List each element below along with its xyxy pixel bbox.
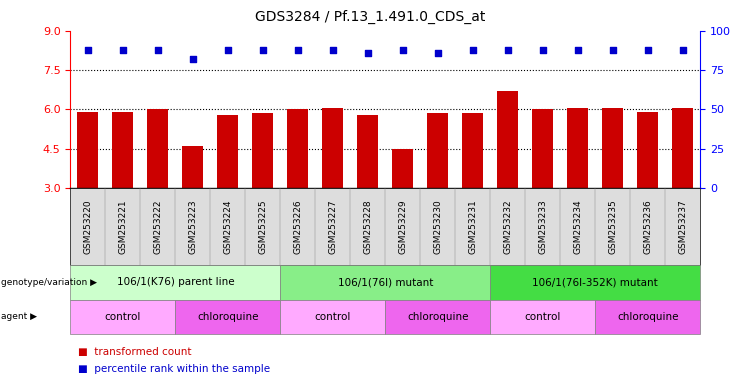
- Point: [467, 46, 479, 53]
- Point: [222, 46, 234, 53]
- Text: chloroquine: chloroquine: [197, 312, 259, 322]
- Bar: [217, 115, 239, 188]
- Text: GSM253228: GSM253228: [363, 199, 372, 254]
- Point: [292, 46, 304, 53]
- Text: GSM253232: GSM253232: [503, 199, 512, 254]
- Bar: [77, 112, 99, 188]
- Bar: [288, 109, 308, 188]
- Text: 106/1(K76) parent line: 106/1(K76) parent line: [116, 277, 234, 287]
- Text: GSM253224: GSM253224: [223, 199, 233, 254]
- Bar: [672, 108, 694, 188]
- Text: 106/1(76I-352K) mutant: 106/1(76I-352K) mutant: [532, 277, 658, 287]
- Text: ■  percentile rank within the sample: ■ percentile rank within the sample: [78, 364, 270, 374]
- Point: [82, 46, 94, 53]
- Text: control: control: [315, 312, 351, 322]
- Bar: [462, 113, 483, 188]
- Text: GSM253237: GSM253237: [678, 199, 687, 254]
- Text: GSM253221: GSM253221: [119, 199, 127, 254]
- Text: control: control: [525, 312, 561, 322]
- Bar: [532, 109, 554, 188]
- Text: GSM253230: GSM253230: [433, 199, 442, 254]
- Bar: [392, 149, 413, 188]
- Text: GSM253233: GSM253233: [538, 199, 548, 254]
- Text: GSM253235: GSM253235: [608, 199, 617, 254]
- Point: [257, 46, 269, 53]
- Text: 106/1(76I) mutant: 106/1(76I) mutant: [338, 277, 433, 287]
- Point: [362, 50, 373, 56]
- Text: genotype/variation ▶: genotype/variation ▶: [1, 278, 97, 287]
- Text: GSM253227: GSM253227: [328, 199, 337, 254]
- Bar: [568, 108, 588, 188]
- Point: [187, 56, 199, 62]
- Text: chloroquine: chloroquine: [617, 312, 679, 322]
- Point: [607, 46, 619, 53]
- Bar: [322, 108, 343, 188]
- Bar: [497, 91, 518, 188]
- Point: [432, 50, 444, 56]
- Bar: [602, 108, 623, 188]
- Point: [117, 46, 129, 53]
- Bar: [637, 112, 658, 188]
- Text: GSM253220: GSM253220: [84, 199, 93, 254]
- Point: [536, 46, 548, 53]
- Text: GSM253236: GSM253236: [643, 199, 652, 254]
- Text: control: control: [104, 312, 141, 322]
- Text: ■  transformed count: ■ transformed count: [78, 346, 191, 357]
- Point: [327, 46, 339, 53]
- Point: [642, 46, 654, 53]
- Point: [502, 46, 514, 53]
- Bar: [182, 146, 203, 188]
- Text: GSM253226: GSM253226: [293, 199, 302, 254]
- Text: GSM253229: GSM253229: [399, 199, 408, 254]
- Bar: [357, 115, 379, 188]
- Text: GSM253222: GSM253222: [153, 199, 162, 254]
- Text: agent ▶: agent ▶: [1, 312, 37, 321]
- Text: GSM253225: GSM253225: [259, 199, 268, 254]
- Bar: [147, 109, 168, 188]
- Text: chloroquine: chloroquine: [407, 312, 468, 322]
- Text: GDS3284 / Pf.13_1.491.0_CDS_at: GDS3284 / Pf.13_1.491.0_CDS_at: [256, 10, 485, 24]
- Text: GSM253231: GSM253231: [468, 199, 477, 254]
- Bar: [113, 112, 133, 188]
- Point: [152, 46, 164, 53]
- Bar: [253, 113, 273, 188]
- Point: [397, 46, 409, 53]
- Point: [572, 46, 584, 53]
- Bar: [428, 113, 448, 188]
- Text: GSM253223: GSM253223: [188, 199, 197, 254]
- Text: GSM253234: GSM253234: [574, 199, 582, 254]
- Point: [677, 46, 688, 53]
